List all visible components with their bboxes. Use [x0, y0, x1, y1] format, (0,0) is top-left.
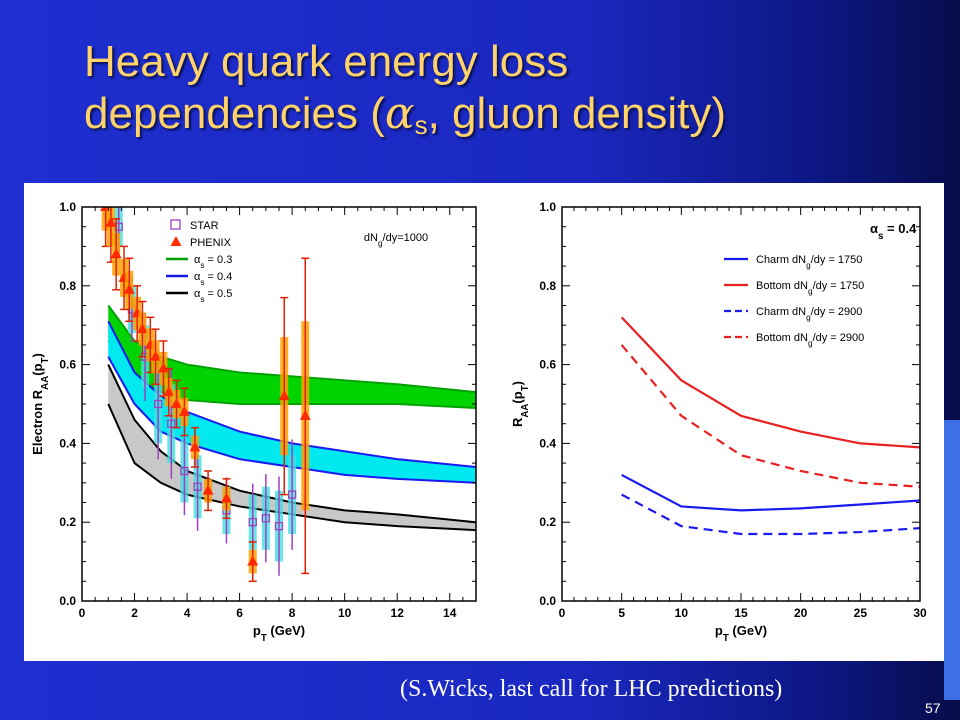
title-line-2: dependencies (αs, gluon density) — [84, 88, 904, 151]
phenix-point — [163, 386, 175, 397]
band-alpha-3 — [108, 305, 476, 408]
star-point — [180, 466, 189, 476]
left-y-tick-label: 0.6 — [59, 358, 76, 372]
star-point — [167, 419, 176, 428]
right-y-tick-label: 0.4 — [539, 436, 556, 450]
right-x-tick-label: 10 — [675, 606, 689, 620]
right-annotation-alpha: αs = 0.4 — [870, 221, 917, 242]
legend-star-label: STAR — [190, 220, 219, 232]
legend-phenix-marker — [170, 236, 182, 246]
slide-title: Heavy quark energy loss dependencies (αs… — [84, 36, 904, 151]
phenix-point — [178, 405, 190, 416]
legend-series-label: Bottom dNg/dy = 2900 — [756, 332, 864, 348]
phenix-point — [299, 409, 311, 420]
right-x-tick-label: 20 — [794, 606, 808, 620]
phenix-point — [105, 216, 117, 227]
legend-alpha-label: αs = 0.3 — [194, 254, 232, 270]
right-x-tick-label: 15 — [734, 606, 748, 620]
left-annotation-dndy: dNg/dy=1000 — [364, 232, 428, 248]
star-point — [193, 482, 202, 491]
phenix-point — [278, 390, 290, 401]
legend-star-marker — [170, 219, 181, 230]
phenix-point — [171, 398, 183, 408]
legend-series-label: Charm dNg/dy = 2900 — [756, 306, 862, 322]
right-plot-frame — [561, 206, 921, 602]
star-point — [274, 521, 284, 531]
left-y-tick-label: 0.0 — [59, 594, 76, 608]
star-point — [287, 490, 297, 499]
legend-alpha-label: αs = 0.5 — [194, 288, 232, 304]
right-y-tick-label: 0.6 — [539, 358, 556, 372]
page-number: 57 — [925, 700, 941, 716]
chart-electron-raa: 0 2 4 6 8 10 12 14 0.0 0.2 0.4 0.6 0.8 1.0 pT (GeV) Ele… — [30, 200, 477, 644]
right-y-axis-label: RAA(pT) — [510, 381, 531, 427]
legend-series-label: Bottom dNg/dy = 1750 — [756, 280, 864, 296]
title-alpha-symbol: α — [384, 88, 415, 139]
left-y-tick-label: 1.0 — [59, 200, 76, 214]
band-upper-edge — [107, 364, 476, 524]
right-y-tick-label: 0.0 — [539, 594, 556, 608]
left-x-tick-label: 2 — [131, 606, 138, 620]
phenix-point — [220, 492, 232, 503]
phenix-point — [150, 350, 162, 361]
phenix-point — [247, 555, 259, 566]
phenix-point — [189, 441, 201, 452]
band-lower-edge — [107, 403, 476, 532]
legend-phenix-label: PHENIX — [190, 237, 232, 249]
left-x-tick-label: 6 — [236, 606, 243, 620]
right-x-tick-label: 30 — [913, 606, 927, 620]
legend-alpha-label: αs = 0.4 — [194, 271, 232, 287]
right-x-tick-label: 25 — [854, 606, 868, 620]
right-x-tick-label: 0 — [559, 606, 566, 620]
right-y-tick-label: 1.0 — [539, 200, 556, 214]
left-x-tick-label: 14 — [443, 606, 457, 620]
left-y-axis-label: Electron RAA(pT) — [30, 353, 51, 455]
band-alpha-4 — [108, 321, 476, 483]
right-y-tick-label: 0.2 — [539, 515, 556, 529]
right-x-axis-label: pT (GeV) — [715, 623, 767, 644]
phenix-point — [136, 323, 148, 334]
title-line-2-end: , gluon density) — [427, 89, 727, 138]
left-x-tick-label: 0 — [79, 606, 86, 620]
left-x-tick-label: 10 — [338, 606, 352, 620]
right-x-tick-label: 5 — [618, 606, 625, 620]
left-plot-area — [100, 207, 476, 583]
slide-caption: (S.Wicks, last call for LHC predictions) — [400, 676, 783, 702]
title-line-2-start: dependencies ( — [84, 89, 385, 138]
left-y-tick-label: 0.2 — [59, 515, 76, 529]
series-line-1 — [621, 473, 921, 512]
figure-panel: 0 2 4 6 8 10 12 14 0.0 0.2 0.4 0.6 0.8 1.0 pT (GeV) Ele… — [24, 183, 944, 661]
series-line-2 — [620, 316, 921, 449]
left-x-tick-label: 4 — [184, 606, 191, 620]
phenix-point — [157, 362, 169, 373]
series-line-4 — [620, 344, 921, 488]
series-line-3 — [621, 493, 921, 536]
title-alpha-subscript: s — [414, 110, 428, 140]
star-point — [261, 514, 271, 523]
legend-series-label: Charm dNg/dy = 1750 — [756, 254, 862, 270]
left-y-tick-label: 0.4 — [59, 436, 76, 450]
left-x-axis-label: pT (GeV) — [253, 623, 305, 644]
left-x-tick-label: 8 — [289, 606, 296, 620]
phenix-point — [123, 283, 135, 294]
right-y-tick-label: 0.8 — [539, 279, 556, 293]
left-y-tick-label: 0.8 — [59, 279, 76, 293]
star-point — [154, 399, 163, 409]
left-x-tick-label: 12 — [391, 606, 405, 620]
title-line-1: Heavy quark energy loss — [84, 37, 569, 86]
phenix-point — [202, 484, 214, 495]
chart-heavy-quark-raa: 0 5 10 15 20 25 30 0.0 0.2 0.4 0.6 0.8 1.0 pT (GeV) RA… — [510, 200, 927, 644]
band-lower-edge — [107, 356, 476, 484]
phenix-point — [110, 248, 122, 259]
slide-accent-bar — [944, 420, 960, 700]
star-point — [248, 518, 257, 527]
